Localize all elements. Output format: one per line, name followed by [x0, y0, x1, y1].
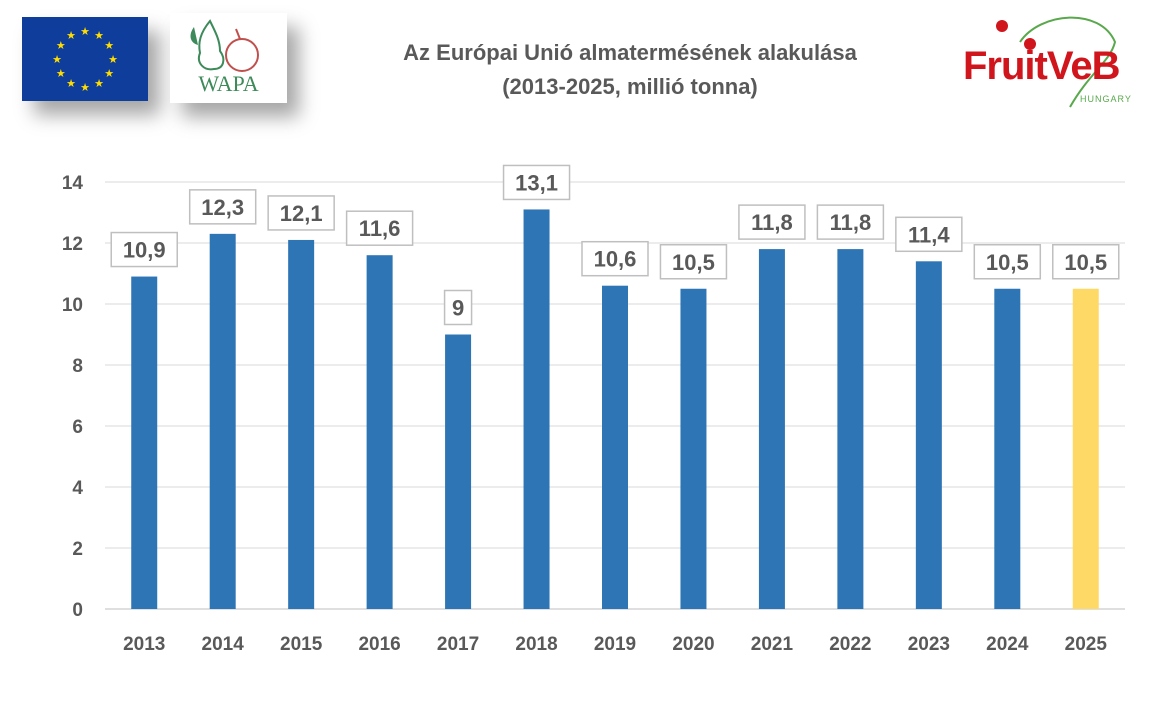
x-tick-label: 2014: [202, 634, 245, 655]
x-tick-label: 2019: [594, 634, 636, 655]
bar-2015: [288, 239, 315, 609]
data-label-box: [581, 240, 649, 277]
data-label-box: [816, 204, 885, 240]
data-label-box: [110, 231, 178, 268]
chart-title: Az Európai Unió almatermésének alakulása…: [300, 36, 960, 104]
data-label-box: [659, 244, 728, 280]
x-tick-label: 2017: [437, 634, 479, 655]
x-tick-label: 2021: [751, 634, 794, 655]
data-label: 12,1: [280, 201, 323, 226]
y-tick-label: 14: [62, 173, 84, 194]
data-label: 10,5: [1064, 250, 1107, 275]
y-tick-label: 0: [72, 600, 83, 621]
data-label-box: [738, 204, 806, 240]
x-tick-label: 2013: [123, 634, 165, 655]
data-label: 10,6: [594, 247, 637, 272]
star-icon: ★: [66, 30, 76, 42]
x-tick-label: 2015: [280, 634, 323, 655]
eu-flag-logo: ★ ★ ★ ★ ★ ★ ★ ★ ★ ★ ★ ★: [22, 17, 148, 101]
star-icon: ★: [66, 78, 76, 90]
star-icon: ★: [104, 40, 114, 52]
star-icon: ★: [104, 68, 114, 80]
bar-2017: [445, 334, 472, 609]
fruitveb-logo-text: FruitVeB: [963, 44, 1120, 88]
bar-2021: [758, 249, 785, 609]
x-tick-label: 2016: [358, 634, 400, 655]
eu-stars-icon: ★ ★★★★★★★★★★★: [52, 26, 118, 94]
data-label: 10,5: [672, 250, 715, 275]
y-tick-label: 12: [62, 234, 83, 255]
star-icon: ★: [56, 40, 66, 52]
fruitveb-logo-subtext: HUNGARY: [1080, 94, 1132, 104]
star-icon: ★: [52, 54, 62, 66]
wapa-logo-text: WAPA: [198, 71, 259, 96]
data-label-box: [345, 210, 414, 246]
cherry-icon: [996, 16, 1117, 108]
data-label-box: [1052, 244, 1120, 280]
data-label-box: [443, 289, 473, 326]
y-tick-label: 4: [72, 478, 83, 499]
x-tick-label: 2024: [986, 634, 1029, 655]
data-label: 11,8: [751, 210, 793, 235]
x-tick-label: 2025: [1065, 634, 1108, 655]
star-icon: ★: [94, 30, 104, 42]
data-label-box: [502, 164, 571, 201]
x-tick-label: 2023: [908, 634, 950, 655]
fruitveb-logo: FruitVeB HUNGARY: [960, 12, 1150, 112]
star-icon: ★: [94, 78, 104, 90]
x-tick-label: 2018: [515, 634, 557, 655]
y-tick-label: 2: [72, 539, 83, 560]
y-tick-label: 6: [72, 417, 83, 438]
bar-2022: [837, 249, 864, 609]
data-label-box: [973, 244, 1042, 280]
data-label: 10,5: [986, 250, 1029, 275]
y-tick-label: 10: [62, 295, 83, 316]
y-tick-label: 8: [72, 356, 83, 377]
bar-2014: [209, 233, 236, 609]
data-label-box: [895, 216, 963, 253]
data-label: 13,1: [515, 170, 558, 195]
pear-apple-icon: [190, 19, 259, 72]
bar-2023: [915, 261, 942, 609]
bar-2018: [523, 209, 550, 609]
data-label-box: [188, 189, 257, 225]
star-icon: ★: [56, 68, 66, 80]
x-tick-label: 2020: [672, 634, 714, 655]
data-label: 9: [452, 296, 464, 321]
data-label: 11,6: [359, 216, 401, 241]
bar-2013: [131, 276, 158, 609]
bar-2016: [366, 255, 393, 609]
title-line-1: Az Európai Unió almatermésének alakulása: [403, 40, 857, 65]
data-label: 11,4: [908, 222, 950, 247]
x-tick-label: 2022: [829, 634, 871, 655]
wapa-logo: WAPA: [170, 13, 287, 103]
data-label: 11,8: [830, 210, 872, 235]
bar-2025: [1072, 288, 1099, 609]
bar-2019: [602, 285, 628, 609]
data-label: 10,9: [123, 238, 166, 263]
bar-2024: [994, 288, 1021, 609]
star-icon: ★: [80, 82, 90, 94]
data-label-box: [267, 195, 335, 231]
data-label: 12,3: [201, 195, 244, 220]
star-icon: ★: [80, 26, 90, 38]
title-line-2: (2013-2025, millió tonna): [502, 74, 758, 99]
bar-2020: [680, 288, 707, 609]
star-icon: ★: [108, 54, 118, 66]
